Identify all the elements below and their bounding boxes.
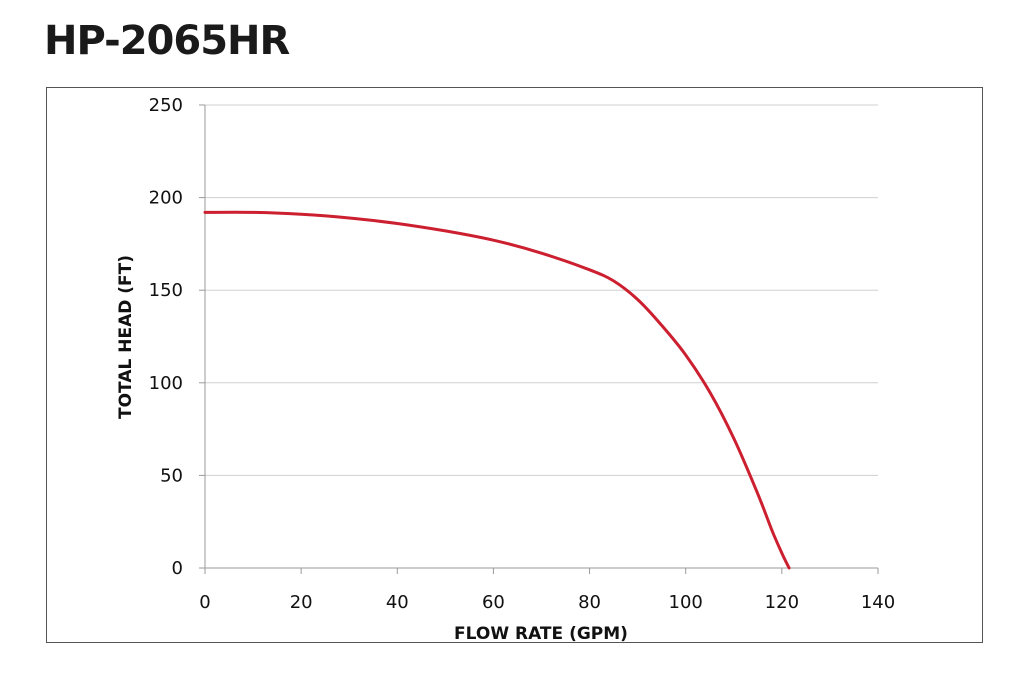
x-tick-label-7: 140 xyxy=(861,592,895,613)
y-axis-label: TOTAL HEAD (FT) xyxy=(116,255,136,419)
chart-title: HP-2065HR xyxy=(44,18,290,64)
x-tick-label-2: 40 xyxy=(386,592,409,613)
y-tick-label-5: 250 xyxy=(149,95,183,116)
x-tick-label-6: 120 xyxy=(765,592,799,613)
y-tick-label-2: 100 xyxy=(149,373,183,394)
y-tick-label-1: 50 xyxy=(160,465,183,486)
x-tick-label-1: 20 xyxy=(290,592,313,613)
y-tick-label-3: 150 xyxy=(149,280,183,301)
x-tick-labels: 0 20 40 60 80 100 120 140 xyxy=(199,592,895,613)
x-tick-label-0: 0 xyxy=(199,592,210,613)
chart-frame xyxy=(46,87,983,643)
y-tick-label-4: 200 xyxy=(149,188,183,209)
y-tick-label-0: 0 xyxy=(172,558,183,579)
series-group xyxy=(203,210,791,570)
x-tick-label-5: 100 xyxy=(669,592,703,613)
x-axis-label: FLOW RATE (GPM) xyxy=(454,624,628,644)
y-tick-labels: 0 50 100 150 200 250 xyxy=(149,95,183,579)
x-tick-label-4: 80 xyxy=(578,592,601,613)
series-line-0 xyxy=(203,210,791,570)
grid-lines xyxy=(199,104,879,574)
x-tick-label-3: 60 xyxy=(482,592,505,613)
